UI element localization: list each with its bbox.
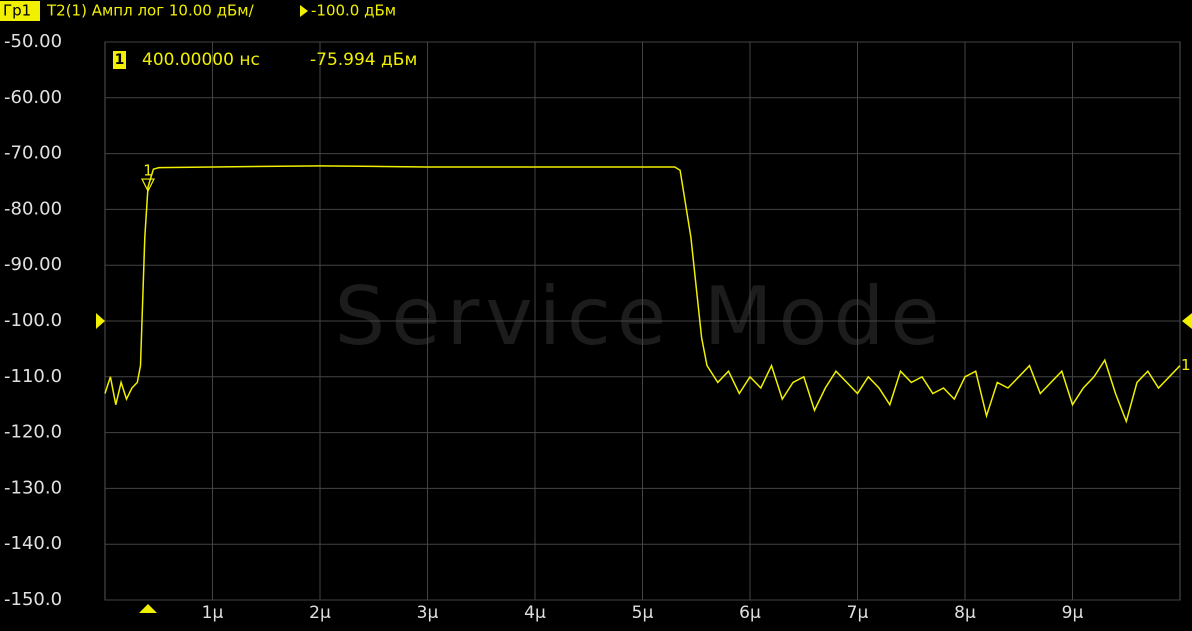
x-tick-label: 2μ — [309, 603, 331, 623]
x-tick-label: 4μ — [524, 603, 546, 623]
marker-badge-number: 1 — [115, 52, 125, 68]
x-tick-label: 3μ — [417, 603, 439, 623]
marker-value-readout: -75.994 дБм — [310, 50, 417, 70]
y-tick-label: -90.00 — [4, 254, 62, 275]
y-tick-label: -70.00 — [4, 143, 62, 164]
y-tick-label: -50.00 — [4, 31, 62, 52]
y-tick-label: -120.0 — [4, 422, 62, 443]
reference-icon — [300, 5, 308, 17]
x-tick-label: 8μ — [954, 603, 976, 623]
reference-marker-right — [1182, 313, 1192, 329]
channel-label: Гр1 — [3, 2, 31, 20]
marker-x-readout: 400.00000 нс — [142, 50, 260, 70]
y-tick-label: -60.00 — [4, 87, 62, 108]
y-tick-label: -100.0 — [4, 310, 62, 331]
watermark: Service Mode — [334, 270, 945, 363]
marker-x-indicator — [139, 604, 157, 613]
x-tick-label: 6μ — [739, 603, 761, 623]
x-tick-label: 7μ — [847, 603, 869, 623]
x-tick-label: 9μ — [1062, 603, 1084, 623]
marker-badge — [113, 51, 126, 69]
header-text: T2(1) Ампл лог 10.00 дБм/ — [46, 2, 255, 20]
x-tick-label: 5μ — [632, 603, 654, 623]
y-tick-label: -140.0 — [4, 533, 62, 554]
trace — [104, 165, 1181, 424]
marker-symbol — [141, 178, 155, 193]
marker-number: 1 — [143, 162, 153, 180]
trace-label: 1 — [1181, 356, 1191, 374]
channel-badge — [0, 1, 40, 21]
reference-marker-left — [96, 313, 105, 329]
y-tick-label: -130.0 — [4, 477, 62, 498]
y-tick-label: -110.0 — [4, 366, 62, 387]
y-tick-label: -150.0 — [4, 589, 62, 610]
y-tick-label: -80.00 — [4, 198, 62, 219]
header-reference: -100.0 дБм — [311, 2, 396, 20]
x-tick-label: 1μ — [202, 603, 224, 623]
